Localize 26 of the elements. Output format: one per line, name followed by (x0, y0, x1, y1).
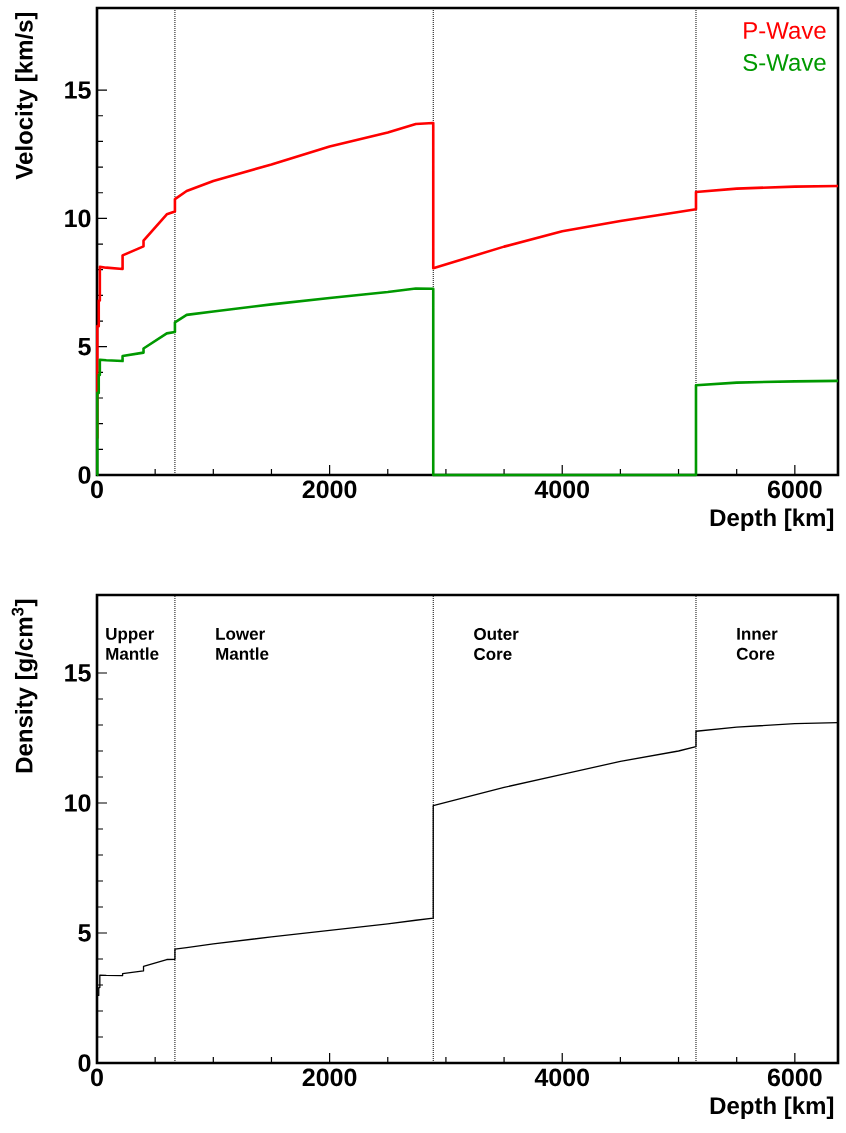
annotation: Upper Mantle (106, 627, 159, 660)
x-axis-title: Depth [km] (710, 1096, 834, 1119)
x-tick-label: 2000 (302, 480, 357, 499)
annotation: Inner Core (736, 627, 778, 660)
x-axis-title: Depth [km] (710, 508, 834, 531)
y-axis-title: Velocity [km/s] (15, 12, 38, 180)
x-tick-label: 6000 (767, 480, 822, 499)
x-tick-label: 4000 (534, 1068, 589, 1087)
x-tick-label: 0 (91, 1068, 103, 1087)
x-tick-label: 2000 (302, 1068, 357, 1087)
text: S-Wave (743, 53, 826, 71)
x-tick-label: 4000 (534, 480, 589, 499)
y-tick-label: 15 (65, 664, 91, 682)
y-axis-title: Density [g/cm$^{3}$] (11, 599, 38, 773)
y-tick-label: 5 (78, 924, 91, 942)
text: P-Wave (744, 22, 826, 39)
y-tick-label: 10 (65, 794, 91, 812)
annotation: Lower Mantle (216, 627, 269, 660)
y-tick-label: 0 (78, 1054, 91, 1072)
annotation: Outer Core (474, 627, 519, 660)
y-tick-label: 0 (78, 466, 91, 484)
y-tick-label: 5 (78, 337, 91, 356)
y-tick-label: 10 (65, 209, 91, 228)
x-tick-label: 6000 (767, 1068, 822, 1087)
y-tick-label: 15 (65, 81, 91, 99)
x-tick-label: 0 (91, 480, 103, 499)
